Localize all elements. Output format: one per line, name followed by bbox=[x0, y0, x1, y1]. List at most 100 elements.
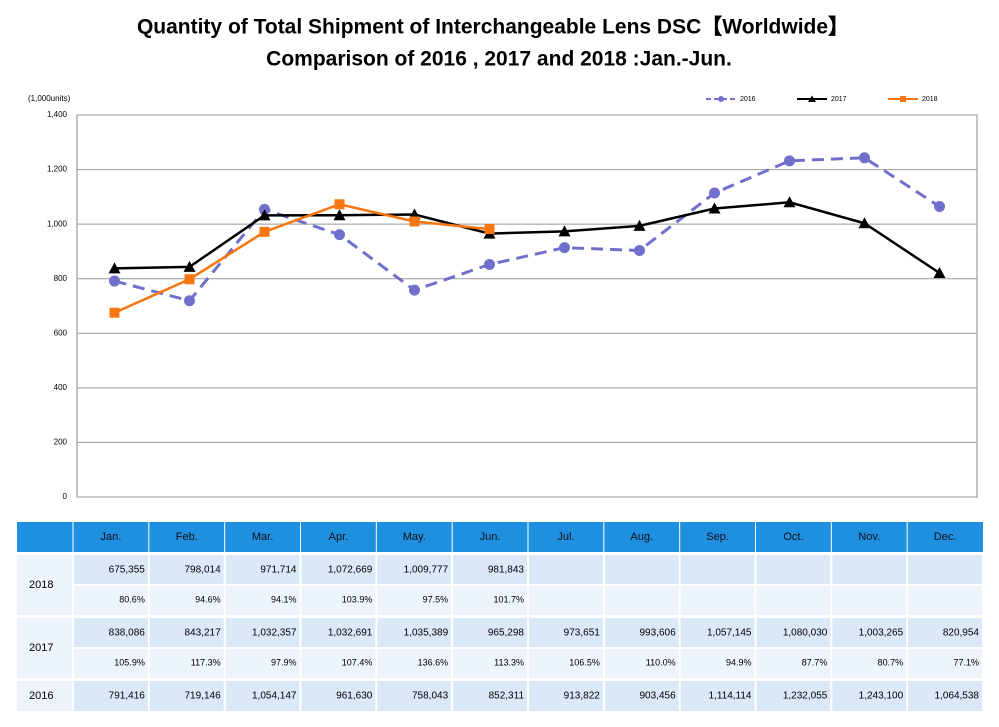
table-header: Sep. bbox=[706, 531, 729, 543]
table-cell: 758,043 bbox=[412, 691, 449, 702]
point bbox=[109, 307, 120, 318]
table-cell: 675,355 bbox=[109, 565, 146, 576]
table-cell: 1,032,357 bbox=[252, 628, 297, 639]
table-cell: 97.5% bbox=[423, 594, 449, 604]
table-cell: 103.9% bbox=[342, 594, 373, 604]
table-cell: 136.6% bbox=[418, 657, 449, 667]
y-tick-label: 1,000 bbox=[47, 219, 68, 228]
table-header: Dec. bbox=[934, 531, 957, 543]
table-cell: 110.0% bbox=[646, 657, 676, 667]
table-header: Feb. bbox=[176, 531, 198, 543]
table-header: Apr. bbox=[329, 531, 349, 543]
table-cell: 838,086 bbox=[109, 628, 146, 639]
table-cell: 961,630 bbox=[336, 691, 373, 702]
table-cell: 94.9% bbox=[726, 657, 752, 667]
point bbox=[484, 224, 495, 235]
series-line bbox=[114, 201, 941, 275]
table-cell: 105.9% bbox=[114, 657, 145, 667]
table-cell: 113.3% bbox=[494, 657, 524, 667]
table-cell: 106.5% bbox=[569, 657, 600, 667]
point bbox=[934, 201, 945, 213]
table-cell: 1,032,691 bbox=[328, 628, 373, 639]
table-cell: 1,035,389 bbox=[404, 628, 449, 639]
table-header: May. bbox=[403, 531, 426, 543]
table-cell: 852,311 bbox=[489, 691, 525, 702]
point bbox=[184, 295, 195, 307]
plot-area bbox=[76, 114, 978, 498]
table-cell: 798,014 bbox=[185, 565, 222, 576]
y-tick-label: 1,400 bbox=[47, 110, 68, 119]
point bbox=[334, 199, 345, 210]
chart-title: Quantity of Total Shipment of Interchang… bbox=[137, 16, 849, 39]
y-tick-label: 800 bbox=[54, 274, 68, 283]
table-cell: 719,146 bbox=[185, 691, 222, 702]
point bbox=[559, 242, 570, 254]
point bbox=[858, 217, 871, 229]
table-cell: 913,822 bbox=[564, 691, 601, 702]
table-cell: 94.1% bbox=[271, 594, 297, 604]
table-cell: 1,003,265 bbox=[859, 628, 904, 639]
table-header: Aug. bbox=[630, 531, 653, 543]
table-row-label: 2017 bbox=[29, 642, 53, 654]
point bbox=[558, 225, 571, 237]
table-cell: 80.6% bbox=[119, 594, 145, 604]
legend-marker bbox=[900, 96, 906, 102]
legend-label: 2016 bbox=[740, 96, 756, 103]
table-cell: 965,298 bbox=[488, 628, 525, 639]
table-cell: 973,651 bbox=[564, 628, 601, 639]
point bbox=[409, 216, 420, 227]
table-header-bg bbox=[17, 522, 983, 552]
y-tick-label: 400 bbox=[54, 383, 68, 392]
table-cell: 1,009,777 bbox=[404, 565, 449, 576]
table-cell: 993,606 bbox=[640, 628, 677, 639]
table-cell: 1,072,669 bbox=[328, 565, 373, 576]
point bbox=[933, 266, 946, 278]
table-cell: 1,080,030 bbox=[783, 628, 828, 639]
series-line bbox=[114, 156, 941, 303]
point bbox=[709, 187, 720, 199]
chart-subtitle: Comparison of 2016 , 2017 and 2018 :Jan.… bbox=[266, 48, 732, 71]
table-header: Jan. bbox=[101, 531, 122, 543]
table-cell: 1,057,145 bbox=[707, 628, 752, 639]
point bbox=[334, 229, 345, 241]
table-cell: 791,416 bbox=[109, 691, 146, 702]
table-cell: 843,217 bbox=[185, 628, 222, 639]
legend-label: 2017 bbox=[831, 96, 847, 103]
point bbox=[634, 244, 645, 256]
table-cell: 101.7% bbox=[493, 594, 524, 604]
y-tick-label: 200 bbox=[54, 438, 68, 447]
table-cell: 1,064,538 bbox=[935, 691, 980, 702]
table-header: Mar. bbox=[252, 531, 273, 543]
y-axis-label: (1,000units) bbox=[28, 94, 71, 103]
table-row-label: 2016 bbox=[29, 690, 53, 702]
table-cell: 1,232,055 bbox=[783, 691, 828, 702]
point bbox=[484, 258, 495, 270]
legend-marker bbox=[718, 96, 724, 102]
table-cell: 117.3% bbox=[191, 657, 221, 667]
table-cell: 80.7% bbox=[878, 657, 904, 667]
table-cell: 1,243,100 bbox=[859, 691, 904, 702]
table-cell: 981,843 bbox=[488, 565, 525, 576]
y-tick-label: 600 bbox=[54, 328, 68, 337]
table-header: Jun. bbox=[480, 531, 501, 543]
point bbox=[784, 155, 795, 167]
table-cell: 820,954 bbox=[943, 628, 980, 639]
point bbox=[333, 209, 346, 221]
series-line bbox=[113, 203, 490, 314]
y-tick-label: 1,200 bbox=[47, 165, 68, 174]
table-header: Oct. bbox=[783, 531, 803, 543]
point bbox=[184, 274, 195, 285]
table-cell: 1,114,114 bbox=[708, 691, 751, 702]
legend-marker bbox=[808, 95, 816, 102]
table-cell: 903,456 bbox=[640, 691, 677, 702]
table-cell: 77.1% bbox=[953, 657, 979, 667]
table-cell: 94.6% bbox=[195, 594, 221, 604]
point bbox=[708, 202, 721, 214]
point bbox=[633, 219, 646, 231]
table-header: Jul. bbox=[557, 531, 574, 543]
point bbox=[259, 226, 270, 237]
y-tick-label: 0 bbox=[63, 492, 68, 501]
legend-label: 2018 bbox=[922, 96, 938, 103]
point bbox=[409, 284, 420, 296]
